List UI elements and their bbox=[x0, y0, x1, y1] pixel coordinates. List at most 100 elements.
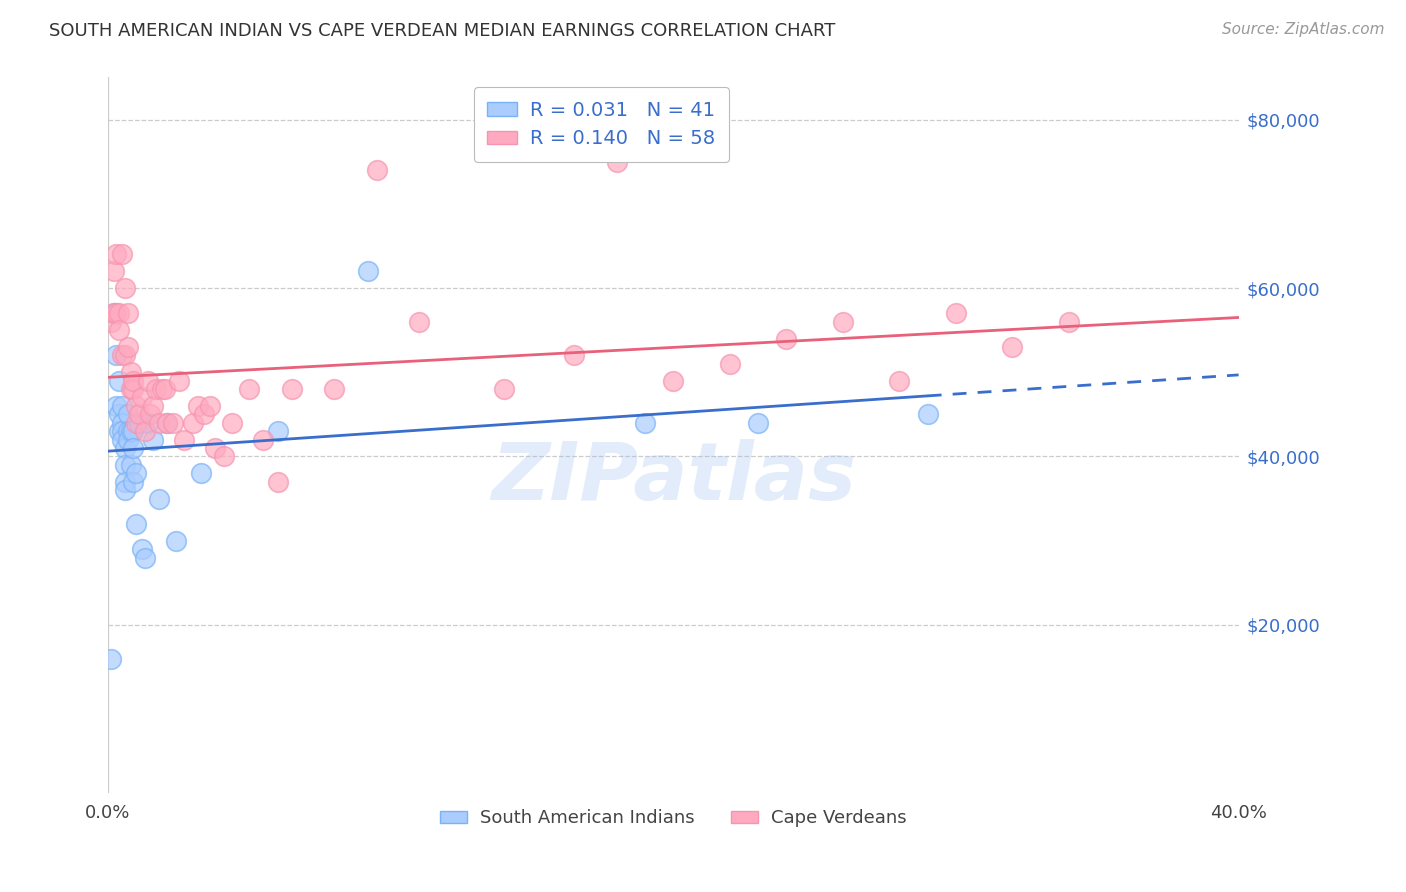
Point bbox=[108, 306, 131, 320]
Point bbox=[945, 306, 967, 320]
Point bbox=[105, 247, 128, 261]
Point bbox=[122, 382, 145, 396]
Point bbox=[120, 458, 142, 472]
Point bbox=[221, 416, 243, 430]
Point bbox=[125, 467, 148, 481]
Point bbox=[111, 424, 134, 438]
Point bbox=[111, 416, 134, 430]
Point bbox=[831, 315, 853, 329]
Point bbox=[212, 450, 235, 464]
Point bbox=[111, 348, 134, 362]
Point bbox=[108, 323, 131, 337]
Text: ZIPatlas: ZIPatlas bbox=[491, 440, 856, 517]
Point bbox=[108, 374, 131, 388]
Point bbox=[103, 306, 125, 320]
Point bbox=[114, 475, 136, 489]
Point bbox=[100, 651, 122, 665]
Point bbox=[181, 416, 204, 430]
Point bbox=[204, 441, 226, 455]
Point bbox=[156, 416, 179, 430]
Point bbox=[357, 264, 380, 278]
Point bbox=[193, 408, 215, 422]
Point bbox=[323, 382, 346, 396]
Point bbox=[114, 281, 136, 295]
Point bbox=[128, 408, 150, 422]
Point bbox=[492, 382, 515, 396]
Point bbox=[173, 433, 195, 447]
Point bbox=[111, 433, 134, 447]
Point bbox=[150, 382, 173, 396]
Point bbox=[111, 247, 134, 261]
Point bbox=[280, 382, 302, 396]
Point bbox=[136, 416, 159, 430]
Point bbox=[134, 550, 156, 565]
Point bbox=[117, 306, 139, 320]
Point bbox=[117, 408, 139, 422]
Point bbox=[198, 399, 221, 413]
Point bbox=[125, 399, 148, 413]
Point bbox=[156, 416, 179, 430]
Point bbox=[122, 374, 145, 388]
Point bbox=[142, 433, 165, 447]
Point bbox=[117, 424, 139, 438]
Point bbox=[108, 408, 131, 422]
Point bbox=[564, 348, 586, 362]
Point bbox=[917, 408, 939, 422]
Point bbox=[128, 416, 150, 430]
Point bbox=[634, 416, 657, 430]
Point bbox=[145, 382, 167, 396]
Point bbox=[190, 467, 212, 481]
Point bbox=[136, 374, 159, 388]
Text: Source: ZipAtlas.com: Source: ZipAtlas.com bbox=[1222, 22, 1385, 37]
Point bbox=[117, 340, 139, 354]
Point bbox=[187, 399, 209, 413]
Point bbox=[153, 382, 176, 396]
Point bbox=[108, 424, 131, 438]
Point bbox=[366, 163, 388, 178]
Point bbox=[122, 441, 145, 455]
Point bbox=[142, 399, 165, 413]
Point bbox=[662, 374, 685, 388]
Point bbox=[105, 306, 128, 320]
Point bbox=[162, 416, 184, 430]
Point bbox=[120, 424, 142, 438]
Point bbox=[114, 483, 136, 497]
Point bbox=[117, 433, 139, 447]
Point bbox=[718, 357, 741, 371]
Point bbox=[775, 332, 797, 346]
Point bbox=[125, 516, 148, 531]
Point bbox=[122, 424, 145, 438]
Point bbox=[1001, 340, 1024, 354]
Point bbox=[120, 365, 142, 379]
Point bbox=[408, 315, 430, 329]
Point bbox=[148, 491, 170, 506]
Point bbox=[1057, 315, 1080, 329]
Text: SOUTH AMERICAN INDIAN VS CAPE VERDEAN MEDIAN EARNINGS CORRELATION CHART: SOUTH AMERICAN INDIAN VS CAPE VERDEAN ME… bbox=[49, 22, 835, 40]
Point bbox=[114, 441, 136, 455]
Point bbox=[105, 399, 128, 413]
Point bbox=[125, 416, 148, 430]
Point bbox=[100, 315, 122, 329]
Point bbox=[266, 424, 288, 438]
Point bbox=[165, 533, 187, 548]
Point bbox=[103, 264, 125, 278]
Legend: South American Indians, Cape Verdeans: South American Indians, Cape Verdeans bbox=[433, 802, 914, 834]
Point bbox=[103, 306, 125, 320]
Point bbox=[131, 391, 153, 405]
Point bbox=[606, 154, 628, 169]
Point bbox=[131, 542, 153, 557]
Point bbox=[122, 475, 145, 489]
Point bbox=[105, 348, 128, 362]
Point bbox=[134, 424, 156, 438]
Point bbox=[139, 408, 162, 422]
Point bbox=[114, 458, 136, 472]
Point bbox=[238, 382, 260, 396]
Point bbox=[889, 374, 911, 388]
Point bbox=[148, 416, 170, 430]
Point bbox=[266, 475, 288, 489]
Point bbox=[114, 348, 136, 362]
Point bbox=[747, 416, 769, 430]
Point bbox=[252, 433, 274, 447]
Point bbox=[120, 382, 142, 396]
Point bbox=[167, 374, 190, 388]
